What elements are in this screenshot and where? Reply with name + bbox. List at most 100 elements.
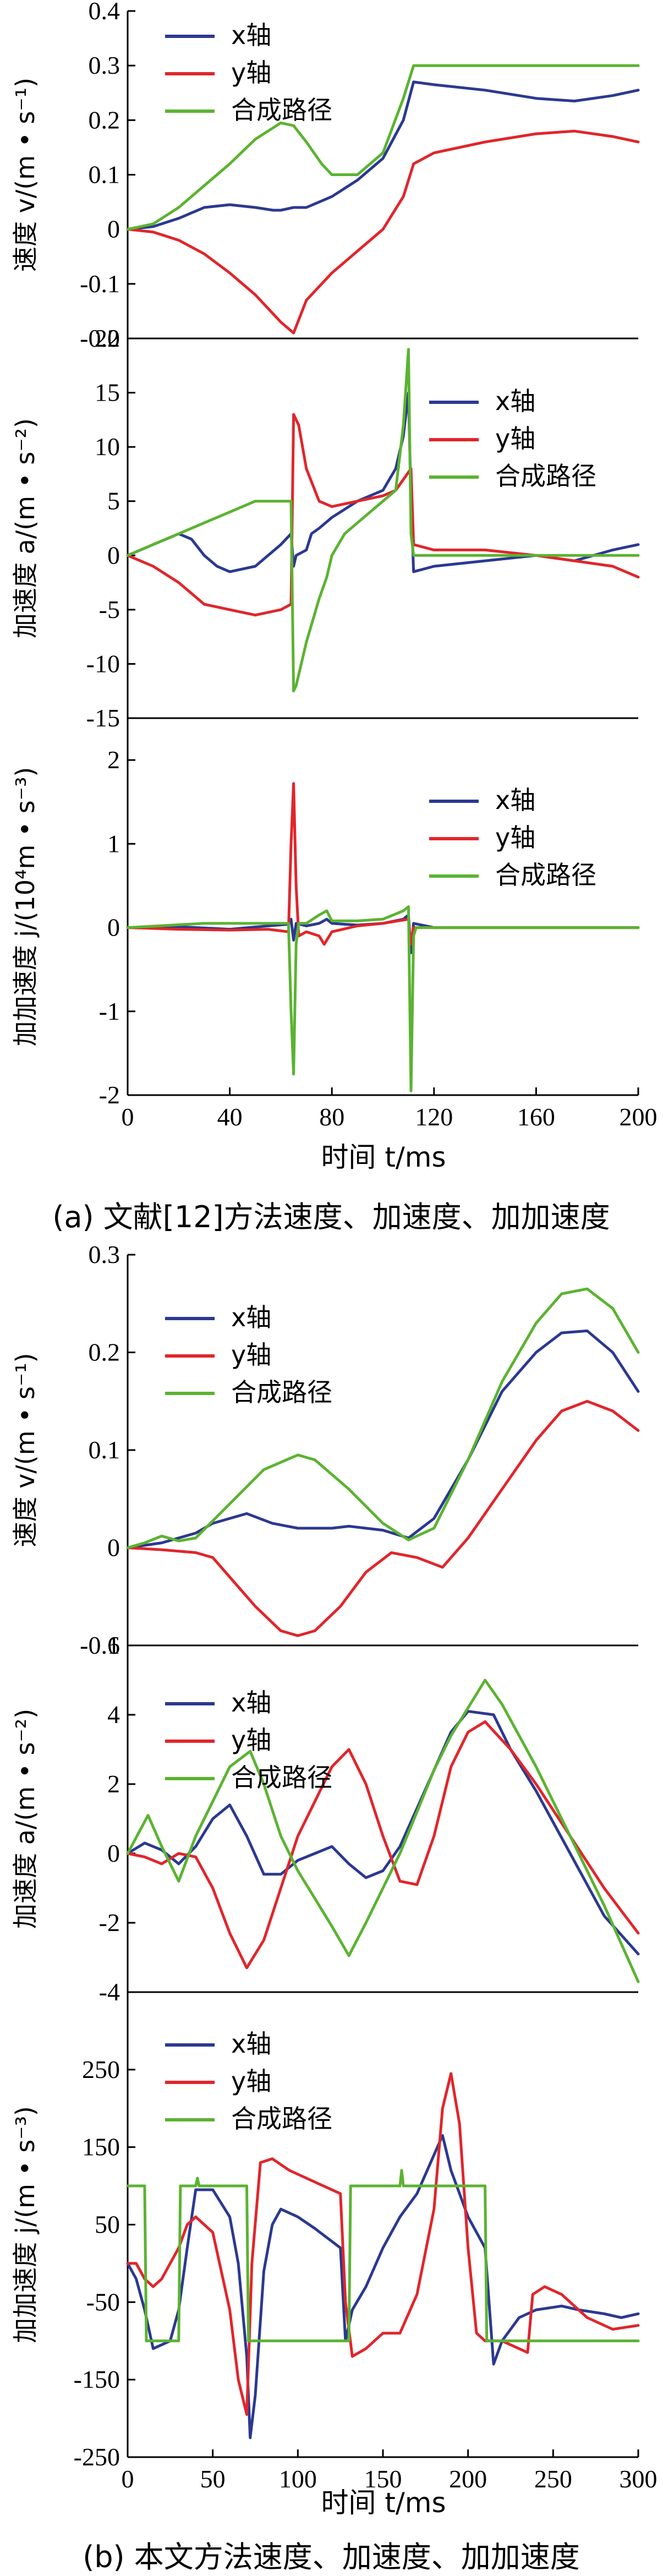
series-line-x (126, 1329, 640, 1549)
legend-label: y轴 (495, 424, 535, 453)
series-line-r (126, 2169, 640, 2343)
y-tick-label: -2 (99, 1081, 120, 1109)
x-tick-label: 300 (620, 2465, 657, 2493)
y-tick-label: 0 (107, 1839, 120, 1867)
y-tick-label: -0.1 (80, 1631, 120, 1659)
y-tick-label: 5 (107, 487, 120, 515)
x-tick-label: 40 (217, 1103, 243, 1131)
x-tick-label: 160 (517, 1103, 555, 1131)
y-axis-label: 加速度 a/(m • s⁻²) (10, 418, 40, 638)
x-tick-label: 50 (200, 2465, 226, 2493)
panels: -0.2-0.100.10.20.30.4速度 v/(m • s⁻¹)x轴y轴合… (10, 0, 657, 2493)
y-tick-label: 0 (107, 215, 120, 243)
caption-a: (a) 文献[12]方法速度、加速度、加加速度 (52, 1200, 610, 1234)
series-line-x (126, 2134, 640, 2440)
y-tick-label: -1 (99, 997, 120, 1025)
x-tick-label: 200 (620, 1103, 657, 1131)
y-tick-label: 0 (107, 541, 120, 569)
legend-label: x轴 (495, 785, 535, 815)
y-tick-label: 0.1 (89, 1436, 120, 1464)
y-tick-label: -0.2 (80, 324, 120, 352)
x-tick-label: 0 (122, 2465, 134, 2493)
y-tick-label: 15 (95, 379, 120, 407)
legend-label: x轴 (495, 386, 535, 416)
y-tick-label: -50 (86, 2288, 120, 2316)
y-tick-label: 0.3 (89, 51, 120, 79)
legend-label: y轴 (231, 58, 271, 87)
series-line-y (126, 413, 640, 617)
y-tick-label: -0.1 (80, 270, 120, 298)
chart-panel-1: -0.2 -0.1 0 0.1 0.2 0.3 0.4 速度 v/(m • s⁻¹) x轴 y轴合… (10, 0, 640, 352)
series-line-y (126, 129, 640, 335)
y-tick-label: 250 (82, 2055, 120, 2083)
y-tick-label: -150 (74, 2365, 120, 2393)
x-tick-label: 150 (364, 2465, 402, 2493)
y-axis-label: 加加速度 j/(10⁴m • s⁻³) (10, 767, 40, 1047)
y-tick-label: -250 (74, 2443, 120, 2471)
y-tick-label: 4 (107, 1700, 120, 1729)
y-tick-label: -5 (99, 595, 120, 624)
legend-label: x轴 (231, 1303, 271, 1332)
series-line-y (126, 1399, 640, 1637)
y-tick-label: 0 (107, 914, 120, 942)
legend-label: 合成路径 (231, 2104, 332, 2134)
y-tick-label: 0.1 (89, 161, 120, 189)
chart-panel-6: -250 -150 -50 50 150 250 0 50 100 150 200 250 300 加加速… (10, 1992, 657, 2493)
series-line-r (126, 905, 640, 1092)
y-tick-label: 0.4 (89, 0, 120, 25)
series-line-y (126, 1720, 640, 1970)
series-line-x (126, 1710, 640, 1956)
x-tick-label: 80 (319, 1103, 344, 1131)
series-line-r (126, 1678, 640, 1983)
y-tick-label: 6 (107, 1631, 120, 1659)
y-tick-label: 150 (82, 2133, 120, 2161)
y-tick-label: -4 (99, 1978, 120, 2006)
series-line-r (126, 64, 640, 231)
x-tick-label: 100 (279, 2465, 317, 2493)
y-tick-label: 20 (95, 324, 120, 352)
y-tick-label: 0.3 (89, 1240, 120, 1268)
legend-label: 合成路径 (495, 461, 596, 491)
y-axis-label: 加速度 a/(m • s⁻²) (10, 1709, 40, 1929)
x-tick-label: 0 (122, 1103, 134, 1131)
y-axis-label: 加加速度 j/(m • s⁻³) (10, 2106, 40, 2343)
legend-label: y轴 (231, 2066, 271, 2096)
series-line-x (126, 914, 640, 954)
series-line-y (126, 2072, 640, 2416)
legend-label: 合成路径 (231, 95, 332, 125)
y-tick-label: 1 (107, 829, 120, 857)
y-tick-label: -2 (99, 1908, 120, 1937)
x-tick-label: 250 (534, 2465, 572, 2493)
x-axis-label-a: 时间 t/ms (321, 1141, 446, 1173)
legend-label: x轴 (231, 1688, 271, 1718)
y-axis-label: 速度 v/(m • s⁻¹) (10, 1353, 40, 1547)
y-tick-label: 2 (107, 1770, 120, 1798)
y-tick-label: 0 (107, 1534, 120, 1562)
y-tick-label: 2 (107, 746, 120, 774)
series-line-x (126, 80, 640, 231)
legend-label: 合成路径 (231, 1377, 332, 1407)
x-tick-label: 120 (415, 1103, 453, 1131)
legend-label: x轴 (231, 20, 271, 50)
series-line-r (126, 1287, 640, 1549)
legend-label: y轴 (231, 1340, 271, 1370)
y-tick-label: -15 (86, 704, 120, 732)
x-axis-label-b: 时间 t/ms (321, 2487, 446, 2519)
x-tick-label: 200 (449, 2465, 487, 2493)
caption-b: (b) 本文方法速度、加速度、加加速度 (83, 2540, 580, 2574)
y-tick-label: 0.2 (89, 1338, 120, 1366)
y-tick-label: 10 (95, 433, 120, 461)
legend-label: y轴 (495, 823, 535, 852)
legend-label: y轴 (231, 1725, 271, 1755)
y-tick-label: 50 (95, 2211, 120, 2239)
legend-label: x轴 (231, 2029, 271, 2059)
y-tick-label: -10 (86, 649, 120, 677)
legend-label: 合成路径 (495, 860, 596, 890)
series-line-r (126, 348, 640, 693)
y-tick-label: 0.2 (89, 106, 120, 134)
